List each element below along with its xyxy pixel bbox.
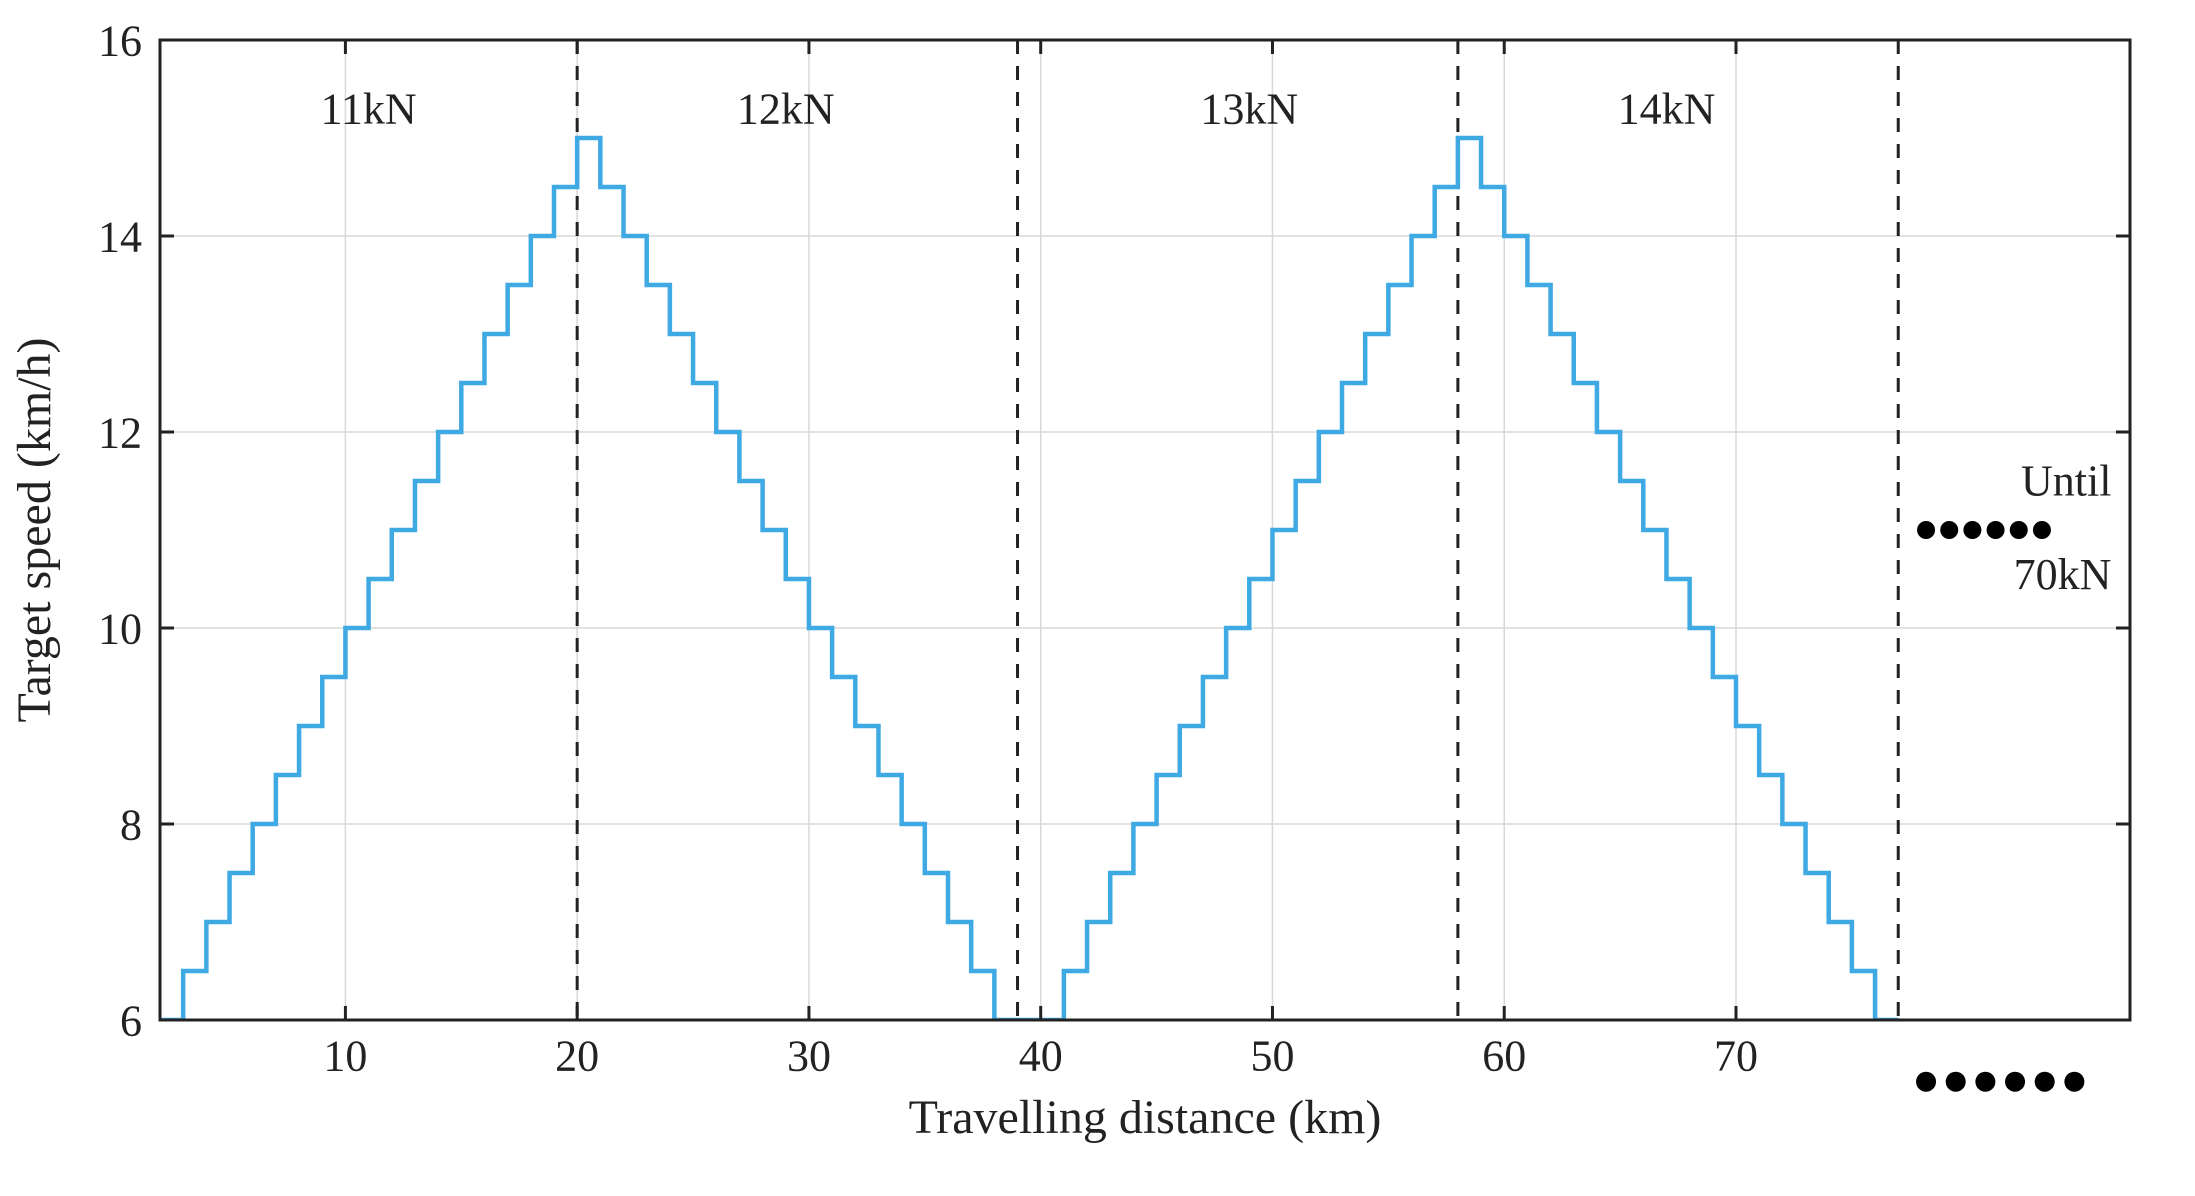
x-tick-label: 70 [1714,1032,1758,1081]
x-tick-label: 60 [1482,1032,1526,1081]
chart-container: 10 20 30 40 50 60 70 6 8 10 12 14 16 Travelling dista… [0,0,2195,1196]
y-tick-label: 16 [98,16,142,65]
y-tick-label: 10 [98,604,142,653]
x-tick-label: 50 [1250,1032,1294,1081]
until-label-bottom: 70kN [2014,550,2112,599]
y-tick-label: 8 [120,800,142,849]
y-tick-label: 6 [120,996,142,1045]
x-tick-label: 30 [787,1032,831,1081]
phase-label: 11kN [321,84,417,133]
until-label-top: Until [2021,457,2111,506]
y-tick-label: 14 [98,212,142,261]
speed-distance-chart: 10 20 30 40 50 60 70 6 8 10 12 14 16 Travelling dista… [0,0,2195,1196]
phase-label: 14kN [1618,84,1716,133]
x-tick-label: 10 [323,1032,367,1081]
phase-label: 13kN [1200,84,1298,133]
x-axis-label: Travelling distance (km) [909,1091,1382,1144]
x-tick-label: 40 [1019,1032,1063,1081]
phase-label: 12kN [737,84,835,133]
x-tick-label: 20 [555,1032,599,1081]
y-axis-label: Target speed (km/h) [8,338,61,723]
y-tick-label: 12 [98,408,142,457]
